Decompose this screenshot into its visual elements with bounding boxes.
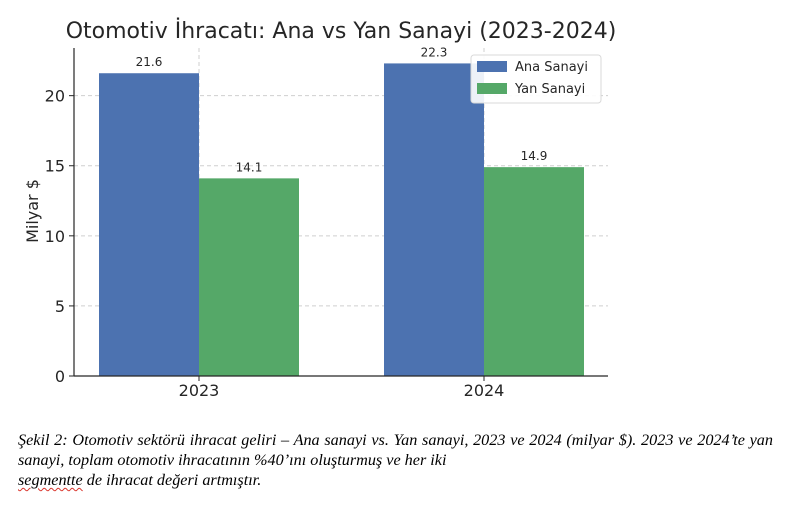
caption-misspelled-word: segmentte [18,471,83,489]
figure-caption: Şekil 2: Otomotiv sektörü ihracat geliri… [18,430,773,490]
y-tick-label: 5 [55,297,65,316]
bar-yan-sanayi-2024 [484,167,584,376]
legend-label: Yan Sanayi [514,82,585,97]
bar-yan-sanayi-2023 [199,178,299,376]
bars [99,63,584,377]
legend-swatch [477,61,507,72]
bar-value-label: 22.3 [421,45,448,59]
x-axis-ticks: 2023 2024 [179,376,505,400]
x-tick-label: 2024 [464,381,505,400]
bar-ana-sanayi-2024 [384,63,484,377]
y-tick-label: 15 [45,157,65,176]
y-tick-label: 0 [55,367,65,386]
bar-labels: 21.6 22.3 14.1 14.9 [136,45,548,174]
axes [73,48,608,377]
chart-title: Otomotiv İhracatı: Ana vs Yan Sanayi (20… [66,18,617,44]
legend-swatch [477,83,507,94]
y-tick-label: 20 [45,87,65,106]
y-axis-label: Milyar $ [23,179,42,243]
caption-text: Şekil 2: Otomotiv sektörü ihracat geliri… [18,430,773,490]
caption-line-end: de ihracat değeri artmıştır. [82,471,262,489]
x-tick-label: 2023 [179,381,220,400]
bar-ana-sanayi-2023 [99,73,199,376]
legend-label: Ana Sanayi [515,60,588,75]
bar-value-label: 14.9 [521,149,548,163]
caption-line: Şekil 2: Otomotiv sektörü ihracat geliri… [18,431,773,469]
bar-chart: Otomotiv İhracatı: Ana vs Yan Sanayi (20… [23,18,617,400]
legend: Ana Sanayi Yan Sanayi [470,54,602,104]
y-axis-ticks: 0 5 10 15 20 [45,87,74,386]
bar-value-label: 21.6 [136,55,163,69]
y-tick-label: 10 [45,227,65,246]
bar-value-label: 14.1 [236,160,263,174]
